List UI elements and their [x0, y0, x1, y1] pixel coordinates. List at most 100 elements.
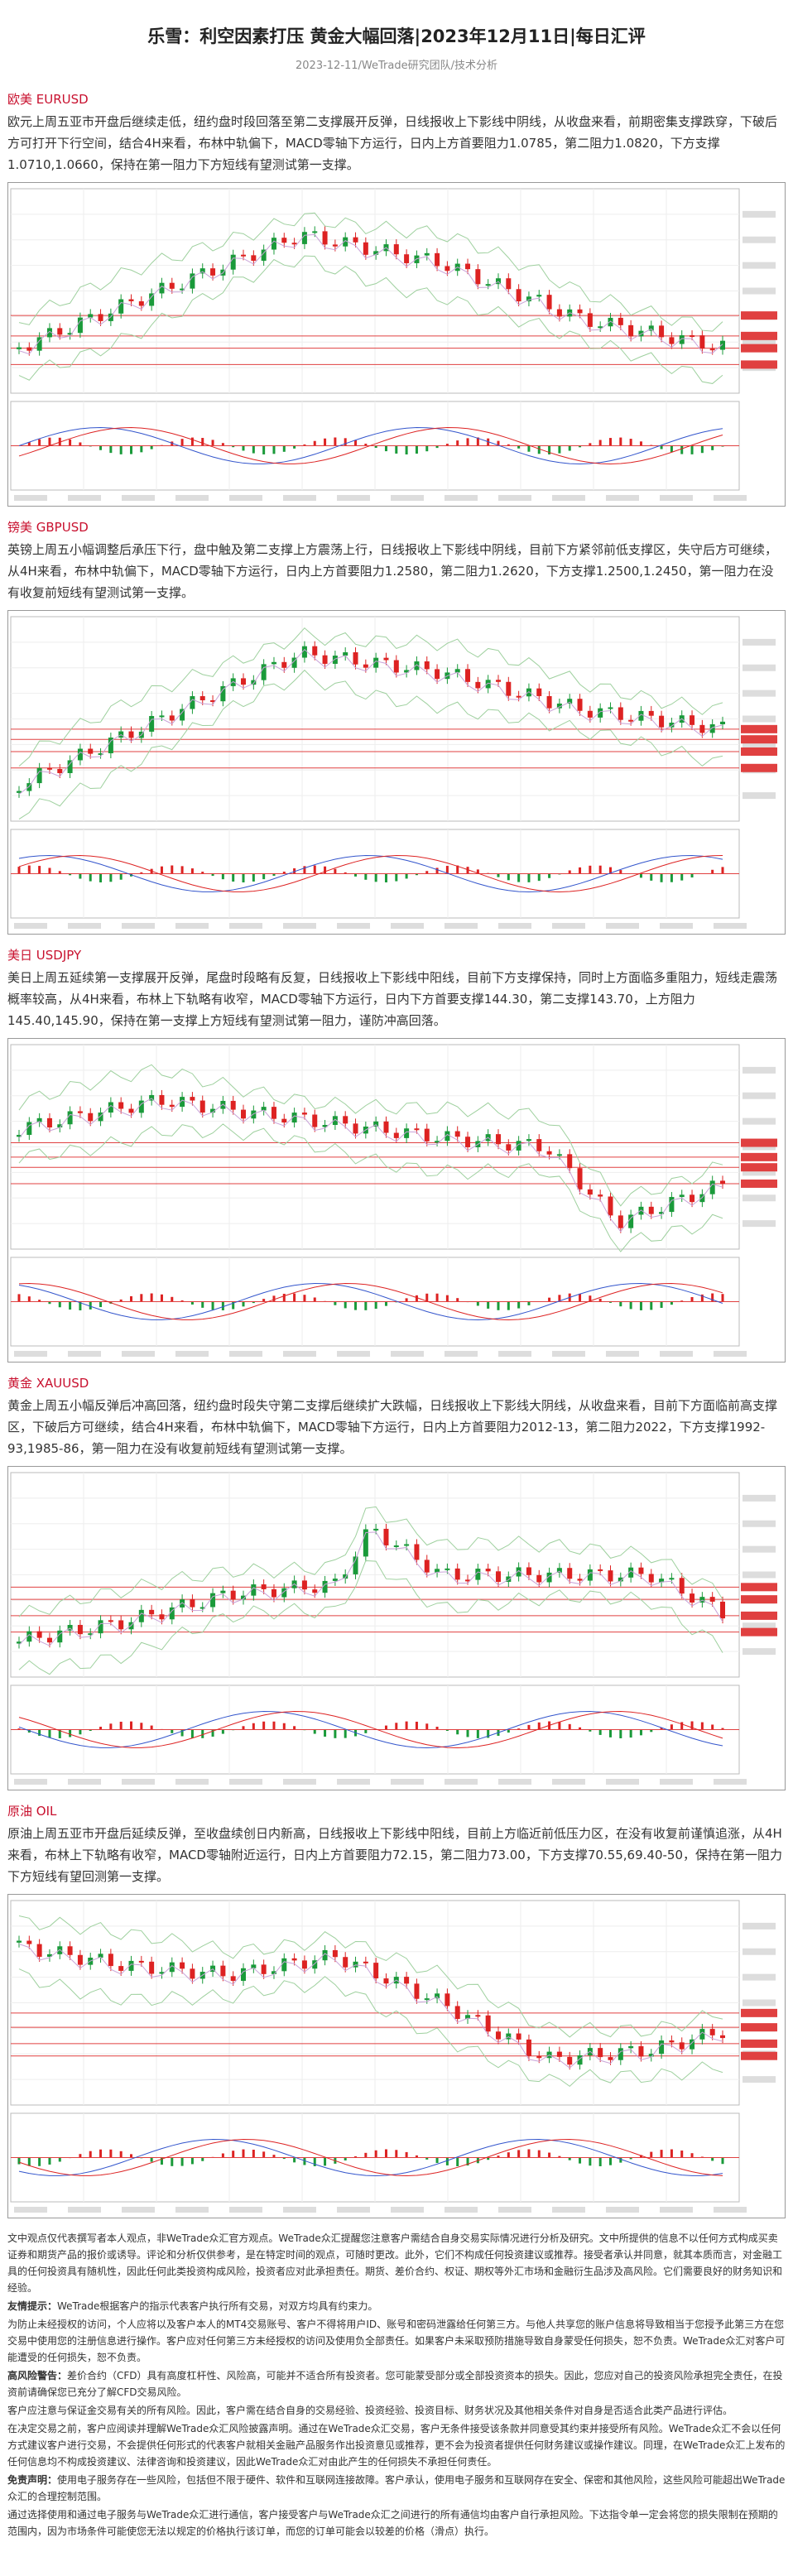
candle: [88, 1113, 94, 1122]
section-text: 美日上周五延续第一支撑展开反弹，尾盘时段略有反复，日线报收上下影线中阳线，目前下…: [7, 970, 778, 1028]
candle: [46, 1637, 52, 1643]
candle: [608, 1570, 613, 1582]
candle: [180, 1962, 185, 1969]
histogram: [608, 867, 612, 874]
time-tag: [68, 1779, 101, 1785]
candle: [709, 348, 715, 351]
disclaimer-paragraph: 在决定交易之前，客户应阅读并理解WeTrade众汇风险披露声明。通过在WeTra…: [7, 2420, 786, 2470]
histogram: [69, 439, 72, 446]
level-tag: [741, 1595, 777, 1604]
band-mid: [18, 1098, 723, 1233]
candle: [485, 680, 491, 689]
candle: [475, 269, 481, 285]
histogram: [680, 2151, 684, 2158]
histogram: [650, 2151, 653, 2158]
histogram: [242, 1301, 245, 1307]
candle: [353, 1961, 358, 1968]
candle: [98, 753, 103, 756]
histogram: [487, 438, 490, 446]
candle: [98, 1954, 103, 1958]
histogram: [558, 1722, 561, 1730]
histogram: [252, 2149, 255, 2158]
histogram: [79, 1729, 82, 1735]
time-tag: [122, 1351, 155, 1357]
histogram: [272, 1295, 276, 1302]
time-tag: [660, 923, 693, 929]
candle: [312, 646, 318, 656]
candle: [556, 309, 562, 317]
candle: [190, 1968, 195, 1979]
time-tag: [552, 1351, 585, 1357]
histogram: [252, 1723, 255, 1730]
candle: [546, 695, 552, 709]
band: [18, 1560, 723, 1675]
candle: [169, 282, 175, 289]
candle: [241, 1595, 247, 1600]
histogram: [395, 445, 398, 454]
candle: [180, 709, 185, 721]
section-label: 欧美 EURUSD: [7, 92, 89, 107]
candle: [138, 1609, 144, 1622]
subtitle: 2023-12-11/WeTrade研究团队/技术分析: [296, 60, 497, 72]
band-mid: [18, 648, 723, 795]
time-tag: [445, 1779, 478, 1785]
histogram: [293, 445, 296, 449]
axis-tag: [743, 1973, 776, 1981]
candle: [128, 299, 134, 301]
candle: [414, 255, 420, 263]
histogram: [639, 2155, 642, 2158]
level-tag: [741, 747, 777, 757]
candle: [363, 1961, 368, 1963]
histogram: [119, 1721, 123, 1730]
candle: [46, 1117, 52, 1128]
candle: [353, 1123, 358, 1134]
histogram: [639, 1301, 642, 1310]
histogram: [548, 1297, 551, 1302]
histogram: [537, 1722, 541, 1730]
histogram: [456, 1729, 459, 1735]
time-tag: [337, 1351, 370, 1357]
candle: [138, 1100, 144, 1113]
histogram: [48, 1729, 51, 1738]
histogram: [354, 440, 358, 446]
histogram: [700, 1294, 704, 1302]
signal-line: [18, 427, 723, 465]
sections: 欧美 EURUSD 欧元上周五亚市开盘后继续走低，纽约盘时段回落至第二支撑展开反弹…: [7, 90, 786, 2218]
histogram: [629, 2157, 632, 2160]
histogram: [558, 445, 561, 454]
candle: [271, 238, 276, 250]
candle: [393, 244, 399, 255]
histogram: [211, 1729, 214, 1737]
histogram: [619, 2157, 622, 2163]
candle: [577, 1168, 583, 1189]
time-tag: [552, 923, 585, 929]
candle: [628, 2045, 634, 2049]
candle: [720, 1180, 725, 1185]
histogram: [262, 2151, 266, 2158]
candle: [587, 1189, 593, 1195]
histogram: [527, 1724, 531, 1730]
histogram: [487, 1301, 490, 1309]
histogram: [497, 440, 500, 446]
candle: [251, 680, 257, 685]
histogram: [282, 1294, 286, 1302]
histogram: [27, 2157, 31, 2166]
candle: [690, 1194, 695, 1203]
candle: [373, 251, 379, 255]
candle: [373, 1121, 379, 1127]
candle: [36, 767, 42, 784]
histogram: [282, 872, 286, 874]
candle: [67, 1625, 73, 1631]
candle: [546, 1572, 552, 1583]
candle: [516, 1141, 521, 1151]
histogram: [598, 2157, 602, 2166]
candle: [383, 1978, 389, 1984]
histogram: [680, 445, 684, 454]
histogram: [579, 867, 582, 874]
histogram: [303, 444, 306, 446]
candle: [424, 252, 430, 256]
histogram: [109, 873, 113, 882]
candle: [46, 328, 52, 338]
histogram: [201, 1301, 204, 1308]
disclaimer-text: 差价合约（CFD）具有高度杠杆性、风险高，可能并不适合所有投资者。您可能蒙受部分…: [7, 2370, 783, 2398]
